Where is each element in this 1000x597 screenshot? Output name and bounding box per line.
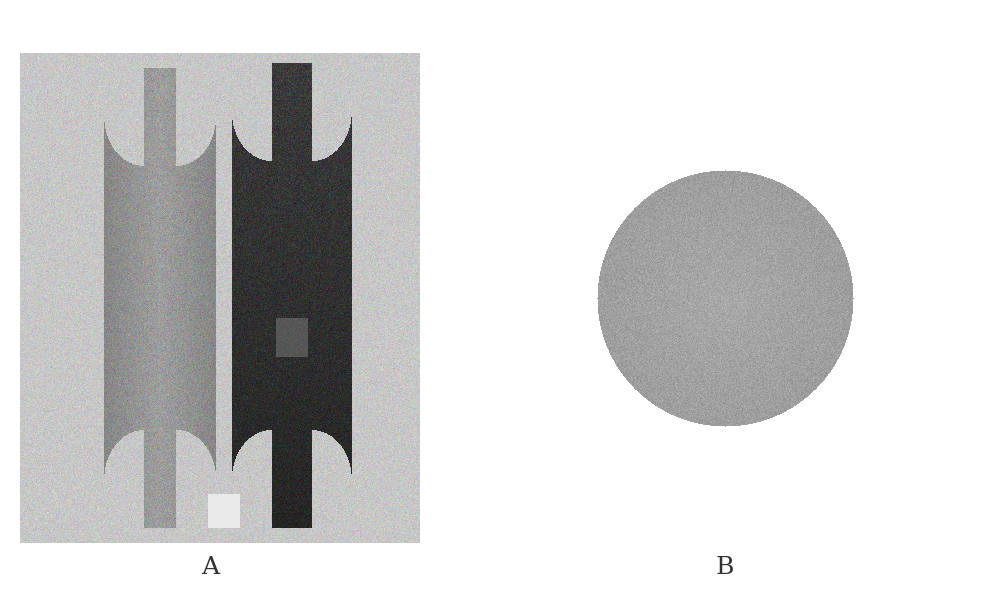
Text: B: B [716, 556, 734, 578]
Text: A: A [201, 556, 219, 578]
